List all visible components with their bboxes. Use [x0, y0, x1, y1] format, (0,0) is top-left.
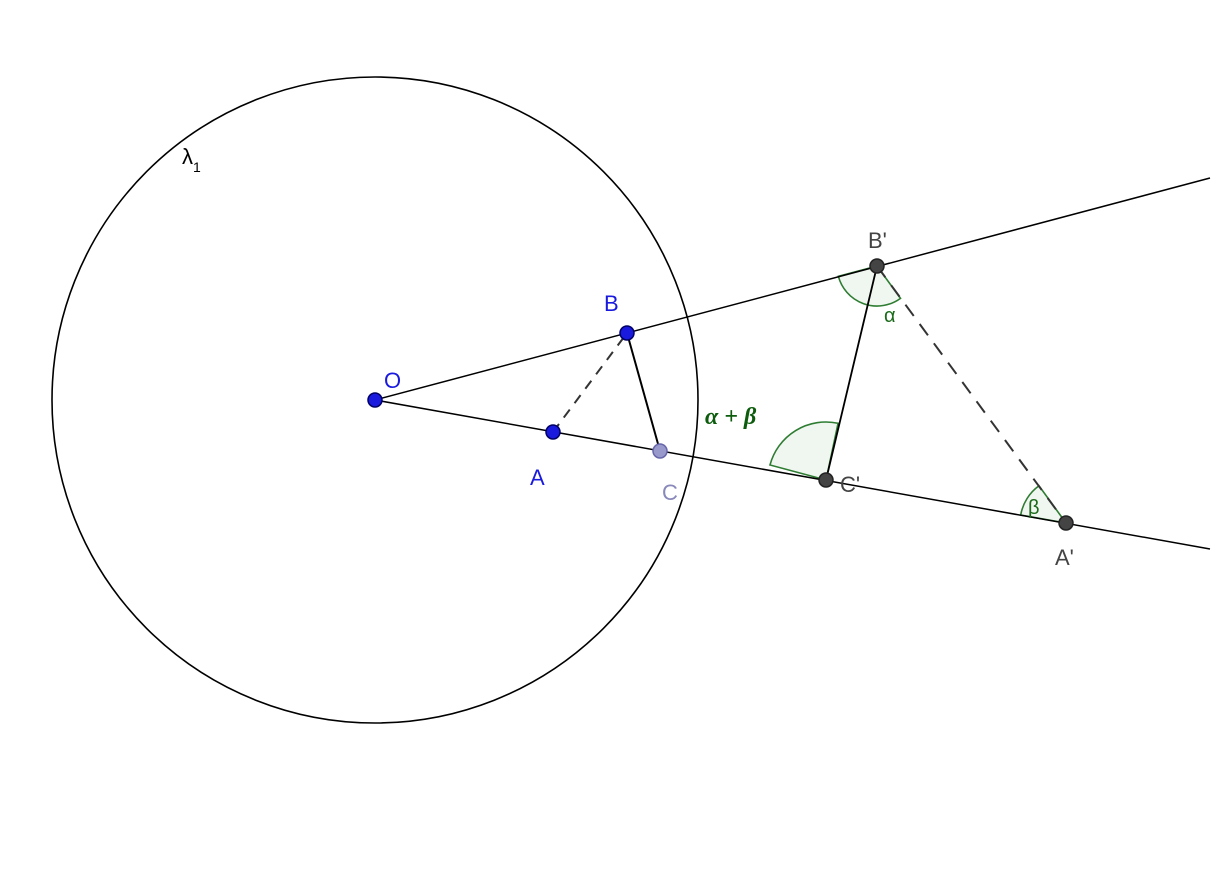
label-Cp: C' — [840, 472, 860, 497]
seg-bp-ap-dashed — [877, 266, 1066, 523]
label-lambda1: λ1 — [182, 144, 201, 175]
label-A: A — [530, 465, 545, 490]
ray-ob — [375, 178, 1210, 400]
point-Bp — [870, 259, 884, 273]
label-Ap: A' — [1055, 545, 1074, 570]
label-B: B — [604, 291, 619, 316]
label-angle-alpha-plus-beta: α + β — [705, 404, 757, 430]
construction-lines — [375, 178, 1210, 549]
point-A — [546, 425, 560, 439]
seg-bp-cp — [826, 266, 877, 480]
point-C — [653, 444, 667, 458]
geometry-diagram: λ1 O B A C B' C' A' α β α + β — [0, 0, 1211, 885]
ray-oa — [375, 400, 1210, 549]
point-O — [368, 393, 382, 407]
label-angle-beta: β — [1028, 497, 1040, 519]
label-C: C — [662, 480, 678, 505]
label-Bp: B' — [868, 228, 887, 253]
angle-arcs — [770, 266, 1066, 523]
label-angle-alpha: α — [884, 305, 896, 327]
seg-bc — [627, 333, 660, 451]
label-O: O — [384, 368, 401, 393]
point-Cp — [819, 473, 833, 487]
point-B — [620, 326, 634, 340]
points — [368, 259, 1073, 530]
point-Ap — [1059, 516, 1073, 530]
seg-ab-dashed — [553, 333, 627, 432]
labels: λ1 O B A C B' C' A' α β α + β — [182, 144, 1074, 570]
